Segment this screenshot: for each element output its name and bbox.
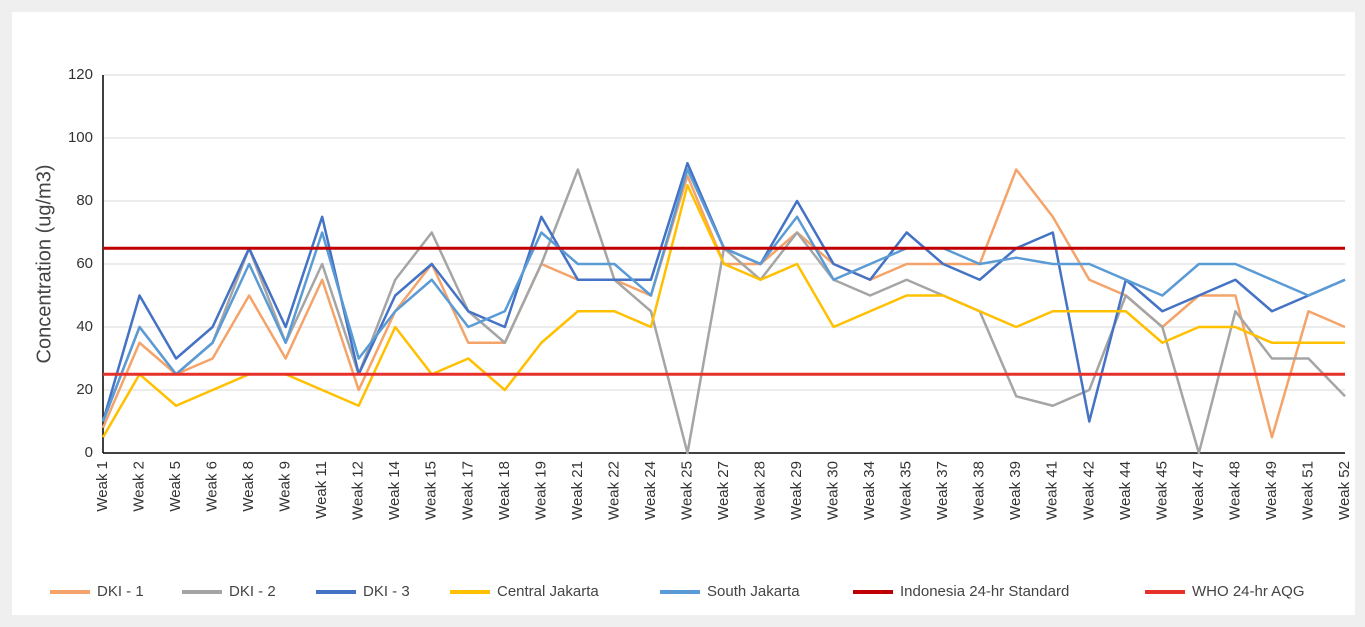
series-line — [101, 184, 1345, 438]
x-tick-label: Weak 6 — [204, 461, 221, 512]
legend-label: DKI - 2 — [229, 583, 276, 600]
x-tick-label: Weak 8 — [240, 461, 257, 512]
x-tick-label: Weak 45 — [1153, 461, 1170, 520]
x-tick-label: Weak 52 — [1336, 461, 1353, 520]
x-tick-label: Weak 44 — [1117, 461, 1134, 520]
legend-label: DKI - 3 — [363, 583, 410, 600]
x-tick-label: Weak 35 — [898, 461, 915, 520]
x-tick-label: Weak 18 — [496, 461, 513, 520]
x-tick-label: Weak 24 — [642, 461, 659, 520]
legend-label: Central Jakarta — [497, 583, 599, 600]
x-tick-label: Weak 12 — [350, 461, 367, 520]
x-tick-label: Weak 38 — [971, 461, 988, 520]
x-tick-label: Weak 14 — [386, 461, 403, 520]
x-tick-label: Weak 19 — [532, 461, 549, 520]
x-tick-label: Weak 25 — [678, 461, 695, 520]
legend-label: South Jakarta — [707, 583, 800, 600]
legend-label: Indonesia 24-hr Standard — [900, 583, 1069, 600]
x-tick-label: Weak 9 — [277, 461, 294, 512]
x-tick-label: Weak 39 — [1007, 461, 1024, 520]
x-tick-label: Weak 41 — [1044, 461, 1061, 520]
y-tick-label: 100 — [68, 129, 93, 146]
x-tick-label: Weak 34 — [861, 461, 878, 520]
x-tick-label: Weak 15 — [423, 461, 440, 520]
y-tick-label: 40 — [76, 318, 93, 335]
chart-panel — [12, 12, 1355, 615]
legend-label: WHO 24-hr AQG — [1192, 583, 1305, 600]
x-tick-label: Weak 22 — [605, 461, 622, 520]
x-tick-label: Weak 47 — [1190, 461, 1207, 520]
x-tick-label: Weak 11 — [313, 461, 330, 519]
x-tick-label: Weak 28 — [751, 461, 768, 520]
x-tick-label: Weak 1 — [94, 461, 111, 512]
x-tick-label: Weak 49 — [1263, 461, 1280, 520]
x-tick-label: Weak 42 — [1080, 461, 1097, 520]
y-tick-label: 120 — [68, 66, 93, 83]
x-tick-label: Weak 5 — [167, 461, 184, 512]
y-tick-label: 0 — [85, 444, 93, 461]
x-tick-label: Weak 27 — [715, 461, 732, 520]
legend-label: DKI - 1 — [97, 583, 144, 600]
x-tick-label: Weak 17 — [459, 461, 476, 520]
x-tick-label: Weak 37 — [934, 461, 951, 520]
x-tick-label: Weak 30 — [825, 461, 842, 520]
y-tick-label: 60 — [76, 255, 93, 272]
x-tick-label: Weak 48 — [1226, 461, 1243, 520]
y-axis-label: Concentration (ug/m3) — [33, 165, 55, 364]
x-tick-label: Weak 29 — [788, 461, 805, 520]
x-tick-label: Weak 2 — [130, 461, 147, 512]
y-tick-label: 80 — [76, 192, 93, 209]
x-tick-label: Weak 21 — [569, 461, 586, 520]
x-tick-label: Weak 51 — [1299, 461, 1316, 520]
y-tick-label: 20 — [76, 381, 93, 398]
